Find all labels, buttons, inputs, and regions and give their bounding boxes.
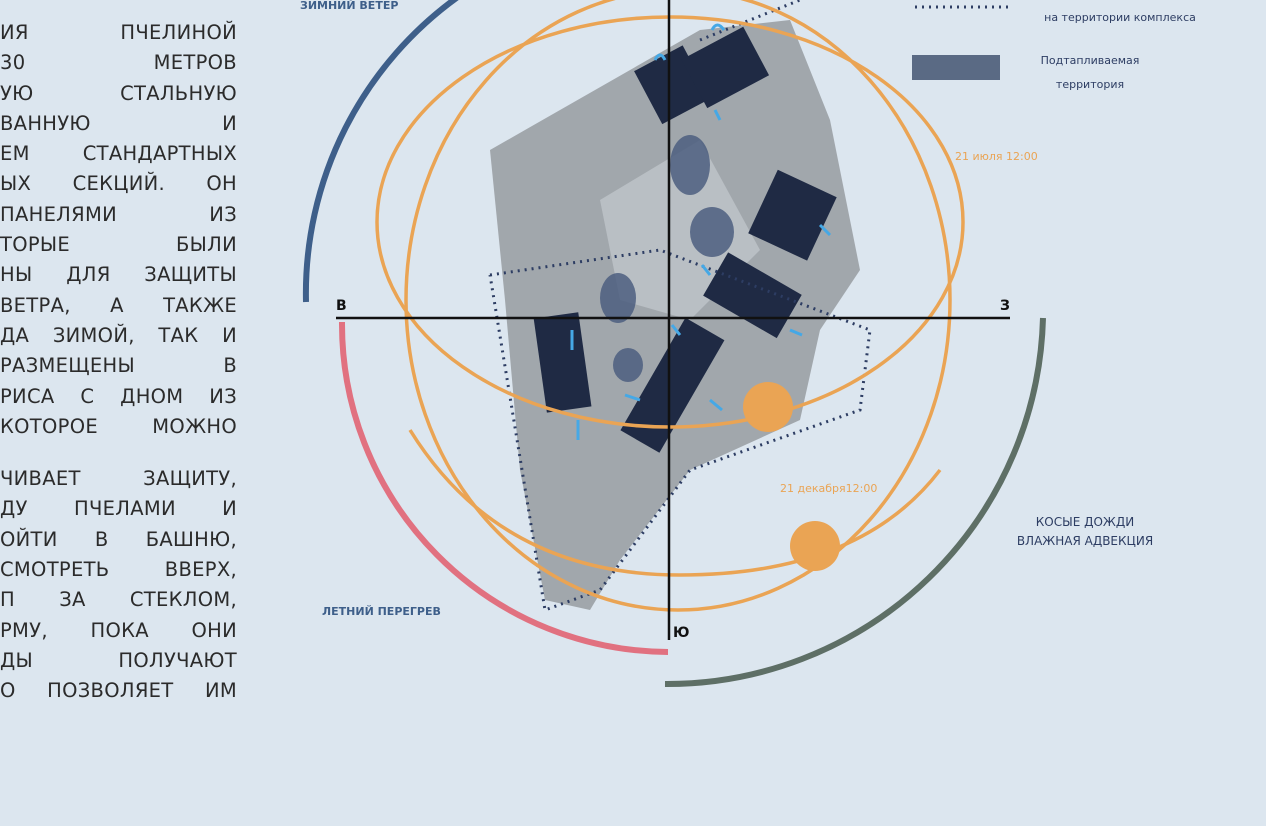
compass-east: З xyxy=(1000,298,1010,314)
site-plan xyxy=(488,0,872,613)
label-summer: ЛЕТНИЙ ПЕРЕГРЕВ xyxy=(322,605,441,618)
text-line: КОТОРОЕ МОЖНО xyxy=(0,414,237,438)
text-line: ДА ЗИМОЙ, ТАК И xyxy=(0,323,237,347)
compass-south: Ю xyxy=(673,625,689,641)
text-line: ПАНЕЛЯМИ ИЗ xyxy=(0,202,237,226)
text-line: РАЗМЕЩЕНЫ В xyxy=(0,354,237,378)
text-line: ОЙТИ В БАШНЮ, xyxy=(0,527,237,551)
text-line: ВАННУЮ И xyxy=(0,111,237,135)
body-text: ИЯ ПЧЕЛИНОЙ 30 МЕТРОВ УЮ СТАЛЬНУЮ ВАННУЮ И Е… xyxy=(0,18,237,707)
text-line: О ПОЗВОЛЯЕТ ИМ xyxy=(0,679,237,703)
text-line: ДЫ ПОЛУЧАЮТ xyxy=(0,648,237,672)
text-line: ЫХ СЕКЦИЙ. ОН xyxy=(0,172,237,196)
text-line: 30 МЕТРОВ xyxy=(0,51,237,75)
climate-arcs xyxy=(302,0,1046,688)
label-rain: ВЛАЖНАЯ АДВЕКЦИЯ xyxy=(1017,534,1153,548)
label-sun-july: 21 июля 12:00 xyxy=(955,150,1038,163)
legend-text: Подтапливаемая xyxy=(1041,54,1140,67)
label-winter: ЗИМНИЙ ВЕТЕР xyxy=(300,0,398,12)
sun-december xyxy=(790,521,840,571)
text-line: ДУ ПЧЕЛАМИ И xyxy=(0,497,237,521)
text-line: ВЕТРА, А ТАКЖЕ xyxy=(0,293,237,317)
text-line: СМОТРЕТЬ ВВЕРХ, xyxy=(0,558,237,582)
legend-text: на территории комплекса xyxy=(1044,11,1196,24)
legend-swatch xyxy=(912,55,1000,80)
text-line: РМУ, ПОКА ОНИ xyxy=(0,618,237,642)
label-rain: КОСЫЕ ДОЖДИ xyxy=(1036,515,1134,529)
text-line: П ЗА СТЕКЛОМ, xyxy=(0,588,237,612)
compass-west: В xyxy=(336,298,347,314)
text-line: ЕМ СТАНДАРТНЫХ xyxy=(0,142,237,166)
text-line: НЫ ДЛЯ ЗАЩИТЫ xyxy=(0,263,237,287)
sun-july xyxy=(743,382,793,432)
text-line: ИЯ ПЧЕЛИНОЙ xyxy=(0,21,237,44)
label-sun-december: 21 декабря12:00 xyxy=(780,482,877,495)
text-line: ЧИВАЕТ ЗАЩИТУ, xyxy=(0,467,237,491)
text-line: ТОРЫЕ БЫЛИ xyxy=(0,233,237,257)
text-line: РИСА С ДНОМ ИЗ xyxy=(0,384,237,408)
legend-text: территория xyxy=(1056,78,1124,91)
text-line: УЮ СТАЛЬНУЮ xyxy=(0,81,237,105)
